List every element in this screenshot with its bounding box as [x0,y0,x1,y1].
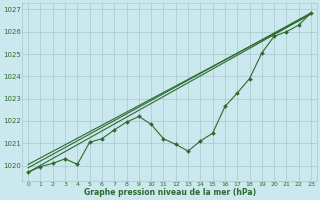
X-axis label: Graphe pression niveau de la mer (hPa): Graphe pression niveau de la mer (hPa) [84,188,256,197]
